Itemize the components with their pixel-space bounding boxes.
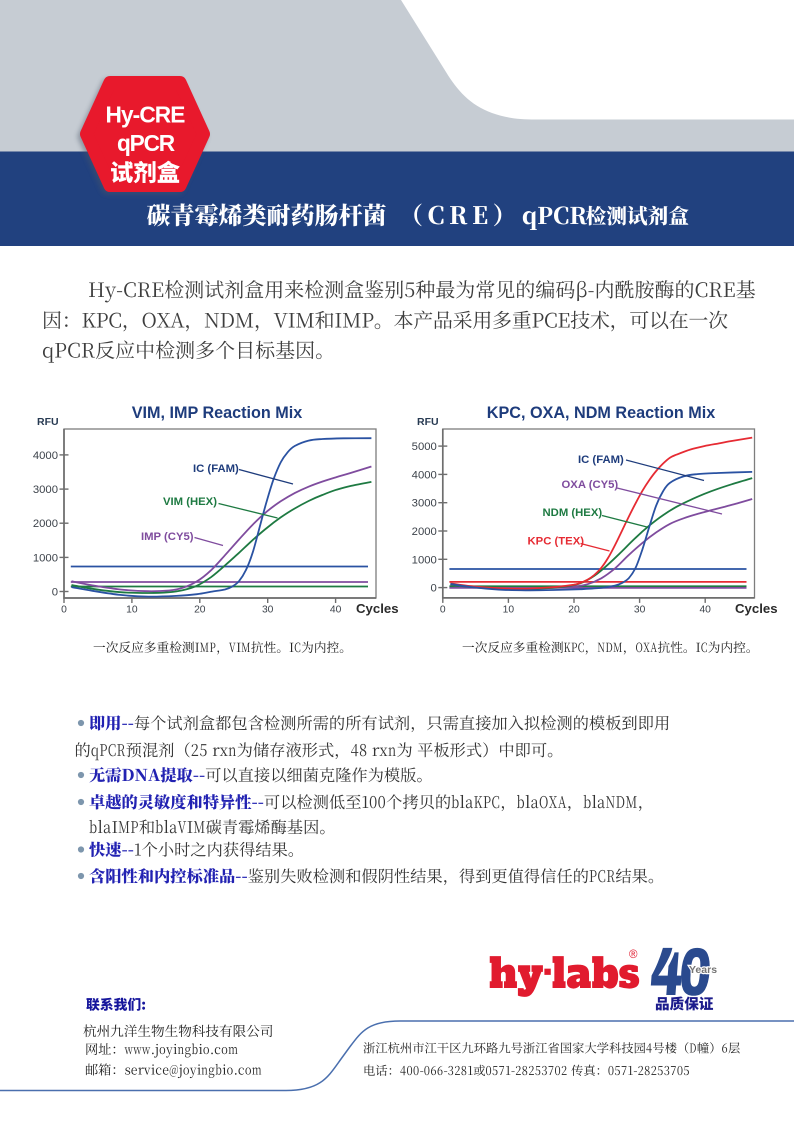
svg-text:0: 0 — [431, 583, 437, 595]
svg-text:1000: 1000 — [412, 554, 437, 566]
svg-text:qPCR: qPCR — [117, 130, 175, 156]
svg-text:40: 40 — [699, 604, 711, 615]
svg-text:KPC, OXA, NDM Reaction Mix: KPC, OXA, NDM Reaction Mix — [487, 404, 715, 422]
svg-text:Cycles: Cycles — [356, 601, 399, 616]
svg-text:VIM (HEX): VIM (HEX) — [163, 496, 217, 508]
svg-text:NDM (HEX): NDM (HEX) — [543, 507, 603, 519]
svg-text:IMP (CY5): IMP (CY5) — [141, 531, 194, 543]
svg-text:IC (FAM): IC (FAM) — [578, 454, 624, 466]
svg-text:Hy-CRE: Hy-CRE — [105, 102, 185, 128]
svg-text:30: 30 — [262, 605, 274, 616]
svg-text:30: 30 — [634, 604, 646, 615]
svg-text:20: 20 — [194, 605, 206, 616]
svg-text:IC (FAM): IC (FAM) — [193, 463, 239, 475]
svg-text:0: 0 — [52, 587, 58, 599]
svg-text:20: 20 — [568, 604, 580, 615]
svg-text:VIM, IMP Reaction Mix: VIM, IMP Reaction Mix — [132, 404, 303, 422]
svg-text:OXA (CY5): OXA (CY5) — [562, 479, 619, 491]
svg-text:2000: 2000 — [412, 526, 437, 538]
svg-text:10: 10 — [126, 605, 138, 616]
svg-text:Years: Years — [689, 964, 717, 976]
svg-text:3000: 3000 — [33, 484, 58, 496]
svg-text:1000: 1000 — [33, 552, 58, 564]
svg-text:4000: 4000 — [412, 469, 437, 481]
svg-text:Cycles: Cycles — [735, 601, 778, 616]
svg-text:0: 0 — [61, 605, 67, 616]
svg-text:RFU: RFU — [417, 416, 439, 428]
svg-text:2000: 2000 — [33, 518, 58, 530]
svg-text:RFU: RFU — [37, 416, 59, 428]
svg-text:KPC (TEX): KPC (TEX) — [528, 536, 585, 548]
svg-text:10: 10 — [503, 604, 515, 615]
svg-text:40: 40 — [330, 605, 342, 616]
svg-text:5000: 5000 — [412, 441, 437, 453]
svg-text:®: ® — [629, 949, 638, 961]
svg-text:4000: 4000 — [33, 450, 58, 462]
svg-text:3000: 3000 — [412, 498, 437, 510]
svg-text:0: 0 — [440, 604, 446, 615]
